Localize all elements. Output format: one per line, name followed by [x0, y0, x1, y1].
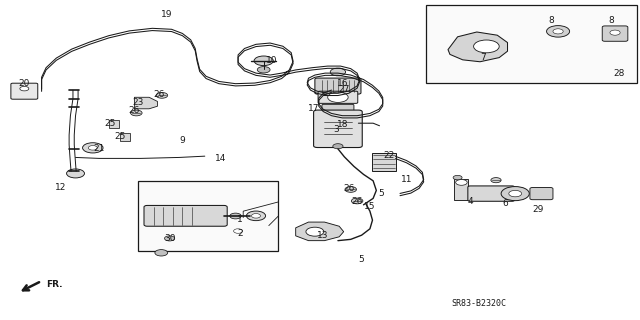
Text: 5: 5: [359, 255, 364, 264]
Text: 8: 8: [549, 16, 554, 25]
Text: 11: 11: [401, 175, 412, 184]
Text: 22: 22: [383, 151, 395, 160]
Text: 8: 8: [609, 16, 614, 25]
Polygon shape: [448, 32, 508, 62]
Text: 26: 26: [351, 197, 363, 206]
Circle shape: [547, 26, 570, 37]
Circle shape: [20, 86, 29, 91]
Circle shape: [88, 146, 97, 150]
Text: 23: 23: [132, 98, 143, 107]
Circle shape: [333, 144, 343, 149]
Bar: [426, 5, 637, 83]
Text: 21: 21: [93, 144, 105, 153]
Circle shape: [257, 67, 270, 73]
Text: 19: 19: [161, 10, 172, 19]
Circle shape: [164, 236, 175, 241]
Circle shape: [306, 227, 324, 236]
Text: 1: 1: [237, 215, 243, 224]
Text: 25: 25: [104, 119, 116, 128]
Text: 7: 7: [481, 53, 486, 62]
Circle shape: [83, 143, 103, 153]
Circle shape: [553, 29, 563, 34]
Circle shape: [230, 213, 241, 219]
Circle shape: [491, 178, 501, 183]
FancyBboxPatch shape: [11, 83, 38, 99]
Circle shape: [474, 40, 499, 53]
Text: 16: 16: [337, 79, 348, 88]
Circle shape: [252, 214, 260, 218]
FancyBboxPatch shape: [318, 91, 358, 103]
Circle shape: [246, 211, 266, 221]
Circle shape: [155, 250, 168, 256]
Bar: [372, 153, 396, 171]
Circle shape: [610, 30, 620, 35]
Circle shape: [345, 187, 356, 192]
Polygon shape: [134, 97, 157, 109]
Text: 28: 28: [614, 69, 625, 78]
Polygon shape: [120, 133, 130, 141]
Circle shape: [131, 110, 142, 116]
FancyBboxPatch shape: [468, 186, 515, 201]
Text: 13: 13: [317, 231, 329, 240]
Text: 18: 18: [337, 120, 348, 129]
Text: 2: 2: [237, 229, 243, 238]
Text: 30: 30: [164, 234, 175, 243]
Circle shape: [234, 229, 243, 233]
Text: 26: 26: [129, 106, 140, 115]
Text: 10: 10: [266, 56, 278, 65]
Text: 12: 12: [55, 183, 67, 192]
Text: 6: 6: [503, 199, 508, 208]
FancyBboxPatch shape: [322, 104, 354, 112]
FancyBboxPatch shape: [530, 188, 553, 200]
Text: 20: 20: [18, 79, 29, 88]
Text: 4: 4: [468, 197, 473, 206]
Circle shape: [501, 187, 529, 201]
Circle shape: [509, 190, 522, 197]
Text: 15: 15: [364, 202, 376, 211]
Bar: [138, 181, 278, 251]
Circle shape: [254, 56, 273, 66]
Text: 14: 14: [215, 154, 227, 163]
Circle shape: [328, 92, 348, 102]
FancyBboxPatch shape: [144, 205, 227, 226]
Text: 9: 9: [180, 136, 185, 145]
Text: 25: 25: [115, 132, 126, 140]
Circle shape: [456, 180, 467, 185]
Text: 26: 26: [153, 90, 164, 99]
Bar: [454, 179, 468, 200]
Text: FR.: FR.: [46, 280, 63, 289]
Polygon shape: [109, 120, 119, 128]
Text: 29: 29: [532, 205, 543, 214]
Circle shape: [453, 175, 462, 180]
Text: 27: 27: [339, 85, 350, 94]
Circle shape: [351, 198, 363, 204]
Circle shape: [330, 68, 346, 76]
Text: 17: 17: [308, 104, 319, 113]
FancyBboxPatch shape: [314, 110, 362, 148]
Text: 5: 5: [378, 189, 383, 198]
Polygon shape: [296, 222, 344, 241]
Text: 3: 3: [333, 125, 339, 134]
Text: 26: 26: [343, 184, 355, 193]
Text: SR83-B2320C: SR83-B2320C: [451, 299, 506, 308]
Circle shape: [67, 169, 84, 178]
Circle shape: [156, 92, 168, 98]
FancyBboxPatch shape: [315, 78, 361, 94]
FancyBboxPatch shape: [602, 26, 628, 41]
